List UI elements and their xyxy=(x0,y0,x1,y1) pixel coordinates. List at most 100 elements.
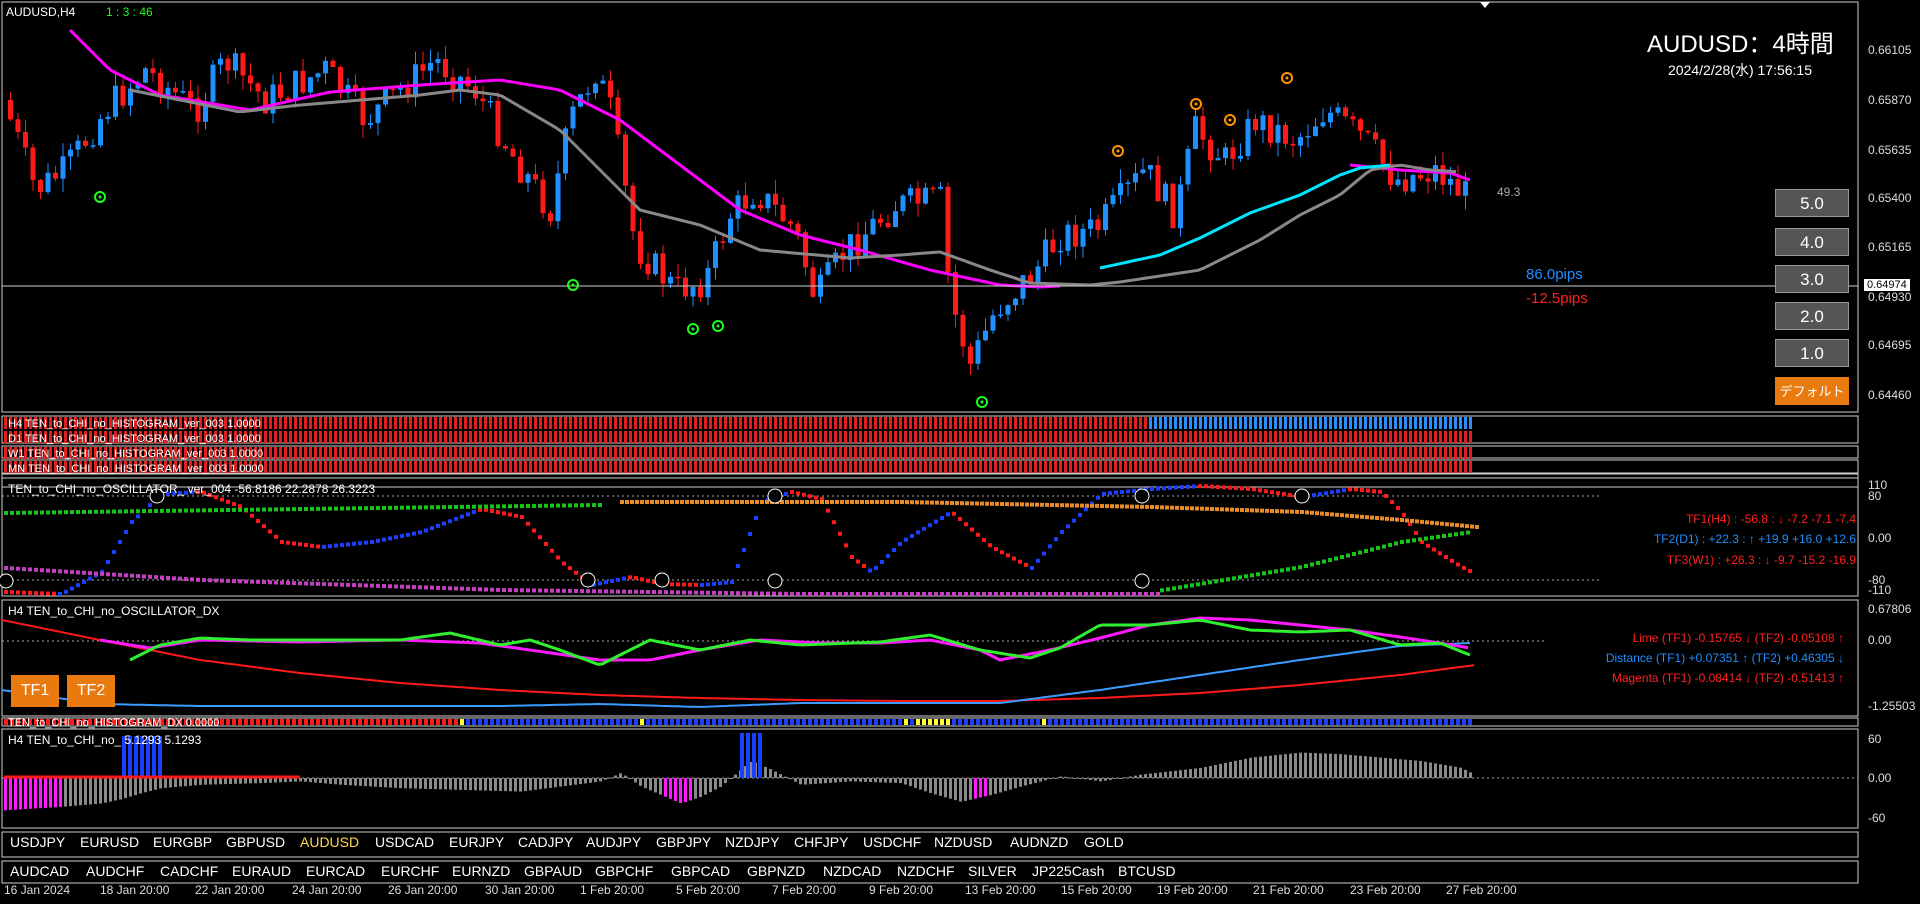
symbol-nzdusd[interactable]: NZDUSD xyxy=(934,834,993,850)
symbol-audnzd[interactable]: AUDNZD xyxy=(1010,834,1069,850)
histogram-bar xyxy=(399,778,402,789)
scale-1-button[interactable]: 1.0 xyxy=(1775,339,1849,367)
osc-tf1-dot xyxy=(616,577,620,582)
osc-signal-icon xyxy=(654,572,670,588)
osc-magenta-dot xyxy=(58,569,62,574)
histogram-bar xyxy=(1114,431,1117,443)
symbol-gbpaud[interactable]: GBPAUD xyxy=(524,863,583,879)
histogram-bar xyxy=(594,431,597,443)
symbol-eurjpy[interactable]: EURJPY xyxy=(449,834,505,850)
symbol-chfjpy[interactable]: CHFJPY xyxy=(794,834,849,850)
osc-magenta-dot xyxy=(118,572,122,577)
symbol-usdcad[interactable]: USDCAD xyxy=(375,834,435,850)
symbol-eurnzd[interactable]: EURNZD xyxy=(452,863,511,879)
histogram-bar xyxy=(1454,447,1457,459)
osc-tf3-dot xyxy=(538,503,542,508)
dx-histogram-cell xyxy=(622,719,626,725)
histogram-bar xyxy=(114,417,117,429)
osc-tf1-dot xyxy=(496,510,500,515)
histogram-bar xyxy=(1129,447,1132,459)
histogram-bar xyxy=(564,417,567,429)
osc-tf3-dot xyxy=(1190,583,1194,588)
histogram-bar xyxy=(634,447,637,459)
symbol-nzdcad[interactable]: NZDCAD xyxy=(823,863,882,879)
tf2-button[interactable]: TF2 xyxy=(67,675,115,707)
symbol-cadjpy[interactable]: CADJPY xyxy=(518,834,574,850)
osc-tf1-dot xyxy=(190,490,194,495)
candle-body xyxy=(720,241,726,243)
osc-tf2-dot xyxy=(1430,520,1434,525)
osc-magenta-dot xyxy=(346,582,350,587)
symbol-nzdjpy[interactable]: NZDJPY xyxy=(725,834,780,850)
histogram-bar xyxy=(1084,778,1087,780)
histogram-bar xyxy=(974,447,977,459)
histogram-bar xyxy=(844,431,847,443)
symbol-euraud[interactable]: EURAUD xyxy=(232,863,292,879)
symbol-gbpusd[interactable]: GBPUSD xyxy=(226,834,286,850)
scale-4-button[interactable]: 4.0 xyxy=(1775,228,1849,256)
histogram-bar xyxy=(969,778,972,800)
osc-magenta-dot xyxy=(856,592,860,596)
histogram-bar xyxy=(1084,431,1087,443)
symbol-eurgbp[interactable]: EURGBP xyxy=(153,834,213,850)
symbol-usdjpy[interactable]: USDJPY xyxy=(10,834,66,850)
symbol-gbpcad[interactable]: GBPCAD xyxy=(671,863,731,879)
osc-tf1-dot xyxy=(166,491,170,496)
histogram-bar xyxy=(594,447,597,459)
symbol-silver[interactable]: SILVER xyxy=(968,863,1017,879)
symbol-gbpchf[interactable]: GBPCHF xyxy=(595,863,654,879)
symbol-audjpy[interactable]: AUDJPY xyxy=(586,834,642,850)
symbol-cadchf[interactable]: CADCHF xyxy=(160,863,219,879)
symbol-gbpjpy[interactable]: GBPJPY xyxy=(656,834,712,850)
symbol-audcad[interactable]: AUDCAD xyxy=(10,863,70,879)
histogram-bar xyxy=(619,417,622,429)
histogram-bar xyxy=(1069,447,1072,459)
symbol-nzdchf[interactable]: NZDCHF xyxy=(897,863,955,879)
histogram-bar xyxy=(149,461,152,473)
histogram-bar xyxy=(519,778,522,792)
osc-tf1-dot xyxy=(478,507,482,512)
histogram-bar xyxy=(349,447,352,459)
scale-5-button[interactable]: 5.0 xyxy=(1775,189,1849,217)
histogram-bar xyxy=(419,431,422,443)
dx-histogram-cell xyxy=(1276,719,1280,725)
histogram-bar xyxy=(1244,461,1247,473)
symbol-eurchf[interactable]: EURCHF xyxy=(381,863,440,879)
symbol-btcusd[interactable]: BTCUSD xyxy=(1118,863,1176,879)
osc-tf2-dot xyxy=(635,500,639,504)
osc-tf3-dot xyxy=(292,507,296,512)
symbol-gbpnzd[interactable]: GBPNZD xyxy=(747,863,806,879)
histogram-bar xyxy=(559,461,562,473)
osc-tf2-dot xyxy=(905,500,909,505)
symbol-jp225cash[interactable]: JP225Cash xyxy=(1032,863,1105,879)
histogram-bar xyxy=(1449,765,1452,778)
scale-2-button[interactable]: 2.0 xyxy=(1775,302,1849,330)
symbol-gold[interactable]: GOLD xyxy=(1084,834,1124,850)
default-button[interactable]: デフォルト xyxy=(1775,377,1849,405)
symbol-usdchf[interactable]: USDCHF xyxy=(863,834,922,850)
osc-tick: 110 xyxy=(1868,478,1888,492)
dx-histogram-cell xyxy=(1138,719,1142,725)
symbol-eurcad[interactable]: EURCAD xyxy=(306,863,366,879)
histogram-bar xyxy=(1289,431,1292,443)
histogram-bar xyxy=(509,447,512,459)
tf1-button[interactable]: TF1 xyxy=(11,675,59,707)
histogram-bar xyxy=(1124,431,1127,443)
histogram-spike xyxy=(128,736,132,778)
histogram-bar xyxy=(449,447,452,459)
osc-tf1-dot xyxy=(1288,493,1292,498)
osc-tf3-dot xyxy=(1328,558,1332,562)
symbol-eurusd[interactable]: EURUSD xyxy=(80,834,140,850)
osc-tf1-dot xyxy=(454,516,458,521)
symbol-audusd[interactable]: AUDUSD xyxy=(300,834,360,850)
scale-3-button[interactable]: 3.0 xyxy=(1775,265,1849,293)
osc-tf1-dot xyxy=(598,581,602,586)
osc-magenta-dot xyxy=(286,580,290,585)
symbol-audchf[interactable]: AUDCHF xyxy=(86,863,145,879)
histogram-bar xyxy=(944,417,947,429)
candle-body xyxy=(1245,118,1251,156)
histogram-bar xyxy=(64,417,67,429)
price-tick: 0.64695 xyxy=(1868,338,1912,352)
